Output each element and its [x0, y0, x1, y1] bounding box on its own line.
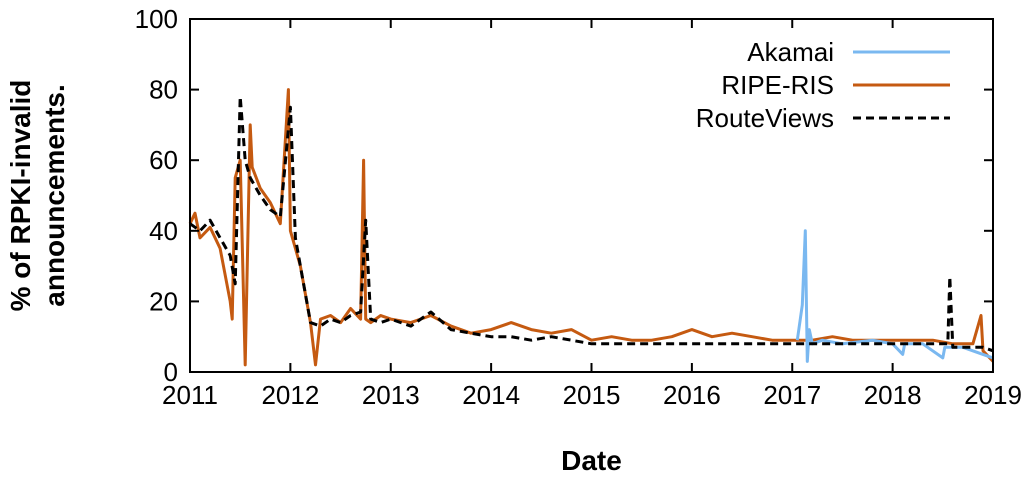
- legend-label: Akamai: [747, 37, 834, 67]
- y-tick-label: 60: [149, 145, 178, 175]
- series-line-akamai: [795, 229, 994, 363]
- y-axis-title-line1: % of RPKI-invalid: [5, 80, 36, 312]
- y-tick-label: 40: [149, 216, 178, 246]
- x-tick-label: 2016: [663, 380, 721, 410]
- y-tick-label: 100: [135, 4, 178, 34]
- x-tick-label: 2011: [162, 380, 218, 410]
- y-tick-label: 80: [149, 75, 178, 105]
- x-tick-label: 2019: [964, 380, 1022, 410]
- legend-label: RouteViews: [696, 103, 834, 133]
- series-line-ripe-ris: [188, 88, 995, 367]
- x-axis-title: Date: [561, 445, 622, 476]
- x-tick-label: 2014: [462, 380, 520, 410]
- legend-label: RIPE-RIS: [721, 70, 834, 100]
- ticks-layer: 2011 2012 2013 2014 2015 2016 2017 2018 2019 0 20 4…: [135, 4, 1022, 410]
- series-layer: [188, 88, 995, 367]
- y-tick-label: 20: [149, 286, 178, 316]
- series-line-routeviews: [189, 95, 994, 353]
- x-tick-label: 2018: [864, 380, 922, 410]
- y-axis-title-line2: announcements.: [39, 84, 70, 306]
- x-tick-label: 2013: [362, 380, 420, 410]
- x-tick-label: 2012: [261, 380, 319, 410]
- x-tick-label: 2017: [763, 380, 821, 410]
- x-tick-label: 2015: [563, 380, 621, 410]
- y-tick-label: 0: [164, 357, 178, 387]
